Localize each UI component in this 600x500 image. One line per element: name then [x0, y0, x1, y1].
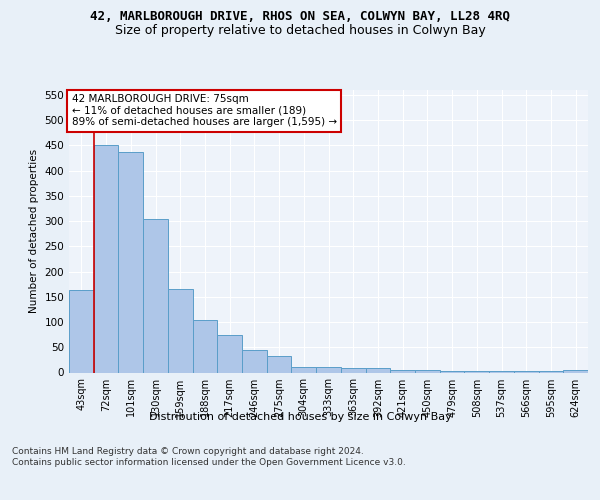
- Bar: [365, 368, 390, 372]
- Bar: [242, 350, 267, 372]
- Bar: [118, 152, 143, 372]
- Bar: [143, 218, 168, 372]
- Bar: [168, 290, 193, 372]
- Bar: [341, 368, 365, 372]
- Bar: [94, 146, 118, 372]
- Text: 42 MARLBOROUGH DRIVE: 75sqm
← 11% of detached houses are smaller (189)
89% of se: 42 MARLBOROUGH DRIVE: 75sqm ← 11% of det…: [71, 94, 337, 128]
- Bar: [193, 320, 217, 372]
- Text: Contains HM Land Registry data © Crown copyright and database right 2024.
Contai: Contains HM Land Registry data © Crown c…: [12, 448, 406, 467]
- Bar: [390, 370, 415, 372]
- Bar: [267, 356, 292, 372]
- Text: Size of property relative to detached houses in Colwyn Bay: Size of property relative to detached ho…: [115, 24, 485, 37]
- Bar: [69, 290, 94, 372]
- Bar: [292, 368, 316, 372]
- Text: Distribution of detached houses by size in Colwyn Bay: Distribution of detached houses by size …: [149, 412, 451, 422]
- Bar: [563, 370, 588, 372]
- Bar: [217, 335, 242, 372]
- Bar: [316, 368, 341, 372]
- Bar: [415, 370, 440, 372]
- Y-axis label: Number of detached properties: Number of detached properties: [29, 149, 39, 314]
- Text: 42, MARLBOROUGH DRIVE, RHOS ON SEA, COLWYN BAY, LL28 4RQ: 42, MARLBOROUGH DRIVE, RHOS ON SEA, COLW…: [90, 10, 510, 23]
